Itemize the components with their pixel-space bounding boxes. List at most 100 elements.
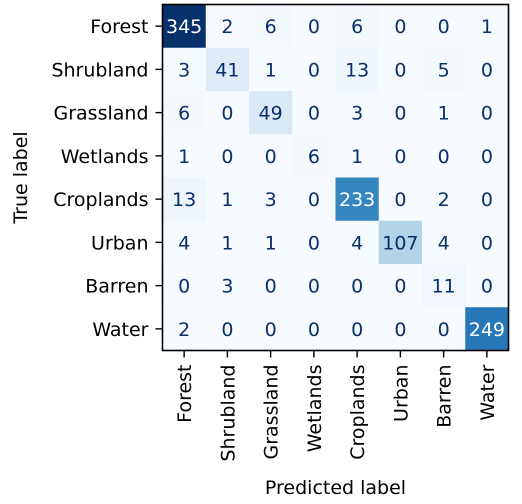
heatmap-cell [465, 4, 509, 49]
heatmap-cell [205, 47, 250, 92]
y-axis-label: True label [10, 131, 32, 224]
heatmap-cell [465, 264, 509, 308]
cell-value-label: 0 [178, 276, 190, 298]
heatmap-cell [162, 264, 207, 308]
cell-value-label: 0 [481, 276, 493, 298]
y-tick-label: Croplands [53, 189, 148, 211]
cell-value-label: 5 [438, 59, 450, 81]
cell-value-label: 0 [394, 16, 406, 38]
x-tick-label: Urban [390, 365, 412, 422]
heatmap-cell [465, 307, 509, 351]
heatmap-cell [205, 220, 250, 265]
heatmap-cell [292, 220, 336, 265]
heatmap-cell [205, 264, 250, 308]
cell-value-label: 0 [308, 232, 320, 254]
x-axis-label: Predicted label [265, 477, 406, 499]
cell-value-label: 107 [382, 232, 418, 254]
cell-value-label: 1 [221, 232, 233, 254]
cell-value-label: 0 [394, 189, 406, 211]
cell-value-label: 13 [345, 59, 369, 81]
cell-value-label: 6 [178, 103, 190, 125]
y-tick-label: Water [92, 319, 148, 341]
heatmap-cell [205, 134, 250, 178]
cell-value-label: 0 [308, 16, 320, 38]
heatmap-cell [465, 220, 509, 265]
cell-value-label: 0 [265, 146, 277, 168]
cell-value-label: 0 [308, 319, 320, 341]
cell-value-label: 0 [221, 103, 233, 125]
x-axis: Forest Shrubland Grassland Wetlands Cropland… [174, 350, 499, 462]
cell-value-label: 0 [394, 103, 406, 125]
cell-value-label: 0 [481, 103, 493, 125]
cell-value-label: 1 [438, 103, 450, 125]
cell-value-label: 2 [221, 16, 233, 38]
heatmap-cell [162, 307, 207, 351]
heatmap-cell [249, 134, 293, 178]
cell-value-label: 11 [432, 276, 456, 298]
cell-value-label: 0 [394, 319, 406, 341]
cell-value-label: 0 [481, 232, 493, 254]
heatmap-cell [292, 134, 336, 178]
heatmap-cell [422, 134, 466, 178]
cell-value-label: 3 [351, 103, 363, 125]
cell-value-label: 1 [178, 146, 190, 168]
heatmap-cell [162, 47, 207, 92]
y-tick-label: Forest [90, 16, 148, 38]
cell-value-label: 0 [394, 59, 406, 81]
heatmap-cell [378, 91, 423, 135]
heatmap-cell [422, 307, 466, 351]
cell-value-label: 0 [351, 319, 363, 341]
heatmap-cell [162, 134, 207, 178]
cell-value-label: 0 [394, 146, 406, 168]
heatmap-cell [292, 264, 336, 308]
cell-value-label: 0 [351, 276, 363, 298]
cell-value-label: 0 [265, 276, 277, 298]
heatmap-cell [249, 220, 293, 265]
x-tick-label: Croplands [347, 365, 369, 460]
cell-value-label: 2 [438, 189, 450, 211]
cell-value-label: 1 [265, 59, 277, 81]
heatmap-cell [335, 91, 380, 135]
cell-value-label: 0 [394, 276, 406, 298]
cell-value-label: 1 [221, 189, 233, 211]
x-tick-label: Grassland [261, 365, 283, 460]
y-tick-label: Shrubland [51, 59, 148, 81]
heatmap-cell [378, 307, 423, 351]
y-tick-label: Urban [91, 232, 148, 254]
cell-value-label: 6 [308, 146, 320, 168]
heatmap-cell [292, 47, 336, 92]
cell-value-label: 249 [469, 319, 505, 341]
heatmap-cell [378, 177, 423, 222]
heatmap-cell [465, 91, 509, 135]
cell-value-label: 13 [172, 189, 196, 211]
cell-value-label: 6 [351, 16, 363, 38]
heatmap-cell [422, 264, 466, 308]
heatmap-cell [465, 134, 509, 178]
heatmap-cell [378, 264, 423, 308]
cell-value-label: 345 [166, 16, 202, 38]
heatmap-cell [422, 47, 466, 92]
heatmap-cell [249, 91, 293, 135]
x-tick-label: Forest [174, 365, 196, 423]
heatmap-cell [249, 307, 293, 351]
y-tick-label: Barren [85, 276, 148, 298]
y-axis: Forest Shrubland Grassland Wetlands Cropland… [51, 16, 163, 341]
heatmap-cell [249, 47, 293, 92]
cell-value-label: 49 [259, 103, 283, 125]
heatmap-cell [335, 4, 380, 49]
cell-value-label: 0 [308, 59, 320, 81]
heatmap-cell [335, 264, 380, 308]
heatmap-cell [292, 307, 336, 351]
heatmap-cell [335, 177, 380, 222]
cell-value-label: 0 [221, 319, 233, 341]
heatmap-cell [378, 220, 423, 265]
cell-value-label: 3 [178, 59, 190, 81]
x-tick-label: Wetlands [304, 365, 326, 453]
heatmap-cell [292, 177, 336, 222]
heatmap-cell [335, 220, 380, 265]
heatmap-cell [335, 47, 380, 92]
heatmap-cell [422, 177, 466, 222]
cell-value-label: 4 [178, 232, 190, 254]
cell-value-label: 0 [308, 103, 320, 125]
